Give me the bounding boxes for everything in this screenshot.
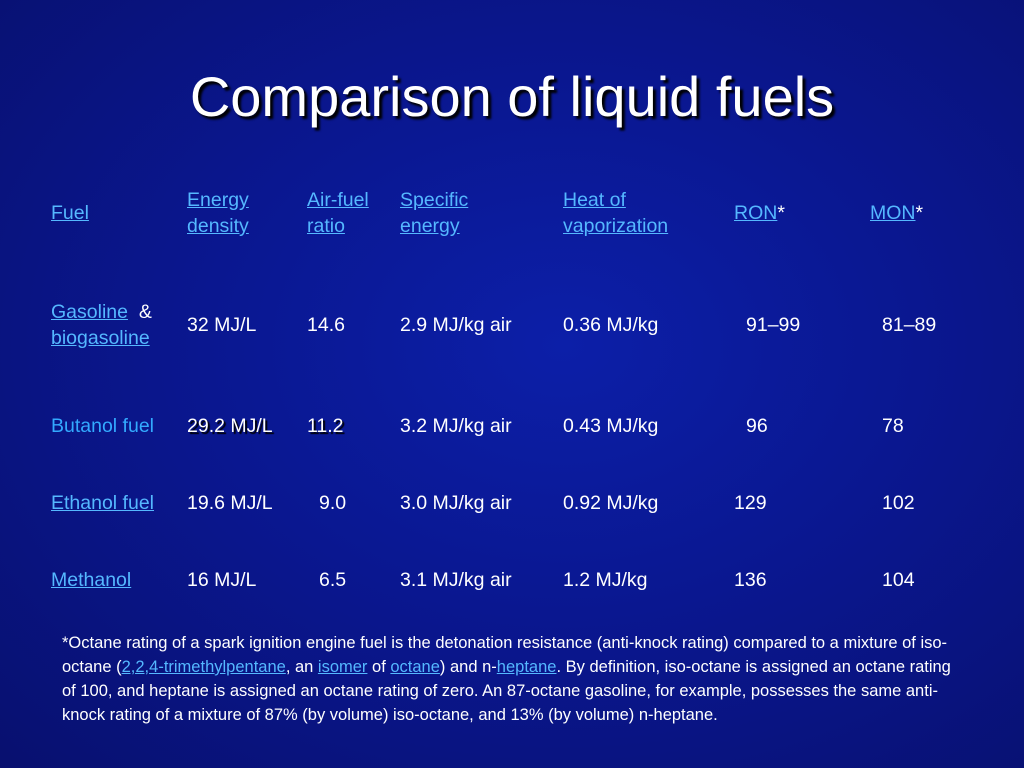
specific-energy-cell: 3.0 MJ/kg air (400, 492, 512, 514)
isomer-link[interactable]: isomer (317, 658, 368, 676)
air-fuel-ratio-cell: 6.5 (319, 569, 347, 591)
trimethylpentane-link[interactable]: 2,2,4-trimethylpentane (121, 658, 286, 676)
methanol-link[interactable]: Methanol (51, 569, 132, 591)
mon-cell: 104 (882, 569, 915, 591)
specific-energy-cell: 2.9 MJ/kg air (400, 314, 512, 336)
energy-density-cell: 19.6 MJ/L (187, 492, 273, 514)
header-air-fuel-line1: Air-fuel (307, 189, 369, 211)
mon-cell: 78 (882, 415, 904, 437)
energy-density-cell: 16 MJ/L (187, 569, 257, 591)
air-fuel-ratio-cell: 9.0 (319, 492, 347, 514)
ethanol-fuel-link[interactable]: Ethanol fuel (51, 492, 154, 514)
header-energy-density-line1: Energy (187, 189, 249, 211)
heat-of-vaporization-cell: 1.2 MJ/kg (563, 569, 648, 591)
header-fuel-link[interactable]: Fuel (51, 202, 89, 224)
header-specific-energy-line2: energy (400, 215, 460, 237)
octane-link[interactable]: octane (390, 658, 440, 676)
mon-cell: 102 (882, 492, 915, 514)
footnote-text-3: of (367, 658, 391, 676)
heat-of-vaporization-cell: 0.36 MJ/kg (563, 314, 659, 336)
header-ron: RON* (734, 200, 785, 226)
header-heat-vap-line1: Heat of (563, 189, 626, 211)
header-air-fuel-ratio-link[interactable]: Air-fuel ratio (307, 187, 369, 239)
header-mon-asterisk: * (915, 202, 924, 224)
header-mon: MON* (870, 200, 923, 226)
heat-of-vaporization-cell: 0.92 MJ/kg (563, 492, 659, 514)
header-heat-vap-line2: vaporization (563, 215, 669, 237)
heat-of-vaporization-cell: 0.43 MJ/kg (563, 415, 659, 437)
ron-cell: 136 (734, 569, 767, 591)
ron-cell: 96 (746, 415, 768, 437)
header-heat-of-vaporization-link[interactable]: Heat of vaporization (563, 187, 668, 239)
energy-density-cell: 32 MJ/L (187, 314, 257, 336)
header-energy-density-link[interactable]: Energy density (187, 187, 249, 239)
ron-cell: 129 (734, 492, 767, 514)
fuel-ampersand: & (138, 301, 152, 323)
air-fuel-ratio-cell: 11.2 (307, 415, 344, 437)
footnote-text-4: ) and n- (439, 658, 497, 676)
header-specific-energy-line1: Specific (400, 189, 469, 211)
header-specific-energy-link[interactable]: Specific energy (400, 187, 468, 239)
header-air-fuel-line2: ratio (307, 215, 345, 237)
energy-density-cell: 29.2 MJ/L (187, 415, 273, 437)
specific-energy-cell: 3.2 MJ/kg air (400, 415, 512, 437)
octane-footnote: *Octane rating of a spark ignition engin… (62, 631, 962, 727)
header-energy-density-line2: density (187, 215, 249, 237)
slide-title: Comparison of liquid fuels (189, 65, 835, 128)
footnote-text-5: . By definition, iso-octane is assigned … (62, 658, 951, 724)
gasoline-link[interactable]: Gasoline (51, 301, 128, 323)
header-mon-link[interactable]: MON (870, 202, 916, 224)
header-ron-asterisk: * (777, 202, 785, 224)
mon-cell: 81–89 (882, 314, 937, 336)
footnote-text-2: , an (285, 658, 318, 676)
fuel-cell-gasoline: Gasoline & biogasoline (51, 299, 152, 351)
header-ron-link[interactable]: RON (734, 202, 778, 224)
footnote-text-1: *Octane rating of a spark ignition engin… (62, 634, 948, 676)
specific-energy-cell: 3.1 MJ/kg air (400, 569, 512, 591)
ron-cell: 91–99 (746, 314, 801, 336)
fuel-cell-butanol: Butanol fuel (51, 415, 154, 437)
biogasoline-link[interactable]: biogasoline (51, 327, 150, 349)
heptane-link[interactable]: heptane (496, 658, 557, 676)
air-fuel-ratio-cell: 14.6 (307, 314, 345, 336)
